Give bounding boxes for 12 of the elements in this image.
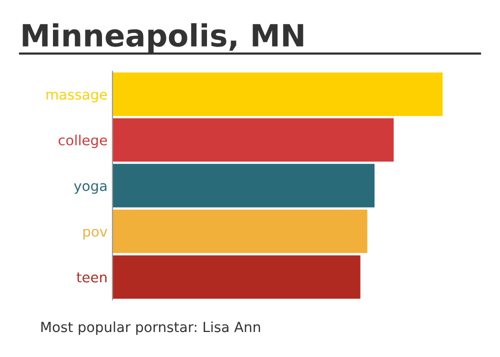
y-tick-label: college bbox=[58, 134, 107, 148]
y-tick-label: yoga bbox=[74, 183, 106, 194]
y-tick-label: pov bbox=[83, 228, 108, 240]
bar bbox=[112, 210, 368, 254]
bar bbox=[112, 72, 442, 116]
bar bbox=[112, 255, 360, 299]
bar bbox=[112, 164, 375, 208]
y-tick-label: massage bbox=[46, 92, 107, 102]
chart-title: Minneapolis, MN bbox=[22, 23, 304, 53]
bar bbox=[112, 118, 394, 162]
text: Most popular pornstar: Lisa Ann bbox=[41, 321, 260, 335]
y-tick-label: teen bbox=[76, 272, 106, 283]
